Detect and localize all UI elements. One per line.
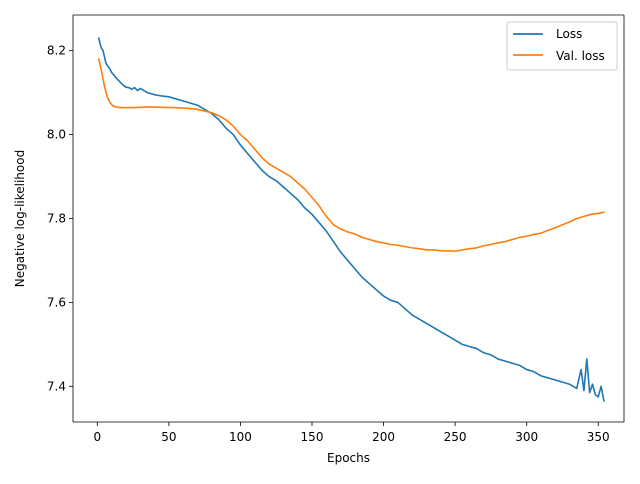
series-line-loss bbox=[97, 37, 605, 402]
x-tick-label: 300 bbox=[515, 430, 538, 444]
series-line-val-loss bbox=[97, 58, 605, 253]
y-tick-label: 7.6 bbox=[47, 295, 66, 309]
plot-background bbox=[73, 15, 624, 422]
legend: Loss Val. loss bbox=[506, 21, 618, 71]
series-layer bbox=[97, 37, 605, 402]
x-tick-label: 350 bbox=[587, 430, 610, 444]
legend-label-loss: Loss bbox=[556, 27, 582, 41]
x-tick-label: 100 bbox=[229, 430, 252, 444]
plot-area bbox=[72, 14, 625, 423]
legend-label-val-loss: Val. loss bbox=[556, 49, 605, 63]
x-tick-label: 50 bbox=[161, 430, 176, 444]
x-tick-label: 200 bbox=[372, 430, 395, 444]
y-tick-label: 7.8 bbox=[47, 212, 66, 226]
x-tick-label: 150 bbox=[301, 430, 324, 444]
x-axis-label: Epochs bbox=[327, 451, 370, 465]
x-axis-ticks: 0 50 100 150 200 250 300 350 bbox=[94, 422, 610, 444]
y-axis-ticks: 7.4 7.6 7.8 8.0 8.2 bbox=[47, 44, 73, 393]
y-axis-label: Negative log-likelihood bbox=[13, 150, 27, 287]
y-tick-label: 7.4 bbox=[47, 379, 66, 393]
x-tick-label: 250 bbox=[444, 430, 467, 444]
y-tick-label: 8.0 bbox=[47, 128, 66, 142]
x-tick-label: 0 bbox=[94, 430, 102, 444]
y-tick-label: 8.2 bbox=[47, 44, 66, 58]
